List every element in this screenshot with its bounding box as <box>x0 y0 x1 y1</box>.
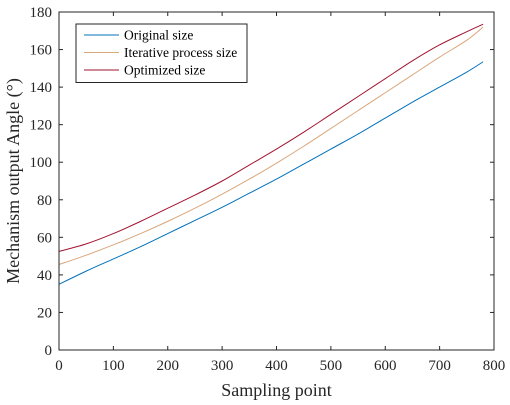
y-tick-label: 0 <box>45 343 53 359</box>
y-tick-label: 120 <box>30 118 53 134</box>
x-tick-label: 700 <box>428 358 451 374</box>
x-tick-label: 200 <box>157 358 180 374</box>
y-tick-label: 160 <box>30 43 53 59</box>
y-tick-label: 140 <box>30 80 53 96</box>
x-tick-label: 400 <box>265 358 288 374</box>
y-tick-label: 100 <box>30 155 53 171</box>
y-tick-label: 180 <box>30 5 53 21</box>
y-tick-label: 80 <box>37 193 52 209</box>
x-axis-label: Sampling point <box>221 380 332 400</box>
y-tick-label: 20 <box>37 305 52 321</box>
legend-label: Optimized size <box>124 63 205 78</box>
x-tick-label: 0 <box>55 358 63 374</box>
x-tick-label: 600 <box>374 358 397 374</box>
y-tick-label: 60 <box>37 230 52 246</box>
legend-box <box>75 23 248 83</box>
x-tick-label: 300 <box>211 358 234 374</box>
x-axis-ticks: 0 100 200 300 400 500 600 700 800 <box>55 12 505 374</box>
y-axis-label: Mechanism output Angle (°) <box>3 78 24 284</box>
x-tick-label: 100 <box>102 358 125 374</box>
y-axis-ticks: 0 20 40 60 80 100 120 140 160 180 <box>30 5 494 359</box>
x-tick-label: 500 <box>320 358 343 374</box>
series-line-optimized-size <box>58 23 484 252</box>
y-tick-label: 40 <box>37 268 52 284</box>
series-line-iterative-process-size <box>58 26 484 266</box>
legend-label: Iterative process size <box>124 45 237 60</box>
series-layer <box>58 23 484 285</box>
x-tick-label: 800 <box>483 358 506 374</box>
legend-items: Original size Iterative process size Optim… <box>84 28 237 78</box>
legend-label: Original size <box>124 28 193 43</box>
series-line-original-size <box>58 61 484 285</box>
legend: Original size Iterative process size Optim… <box>75 23 248 83</box>
